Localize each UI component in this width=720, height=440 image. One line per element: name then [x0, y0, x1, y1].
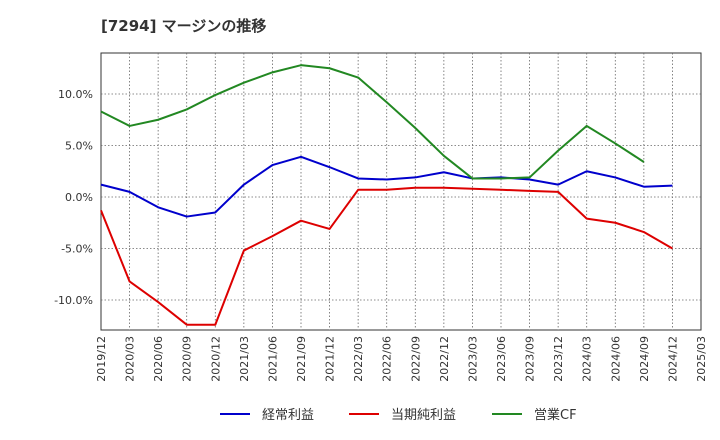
- legend: 経常利益 当期純利益 営業CF: [220, 407, 577, 423]
- x-tick-label: 2023/03: [466, 336, 479, 382]
- chart-title: [7294] マージンの推移: [101, 17, 266, 35]
- x-tick-label: 2024/06: [609, 336, 622, 382]
- x-tick-label: 2020/12: [209, 336, 222, 382]
- x-tick-label: 2021/12: [324, 336, 337, 382]
- y-tick-label: -5.0%: [61, 243, 93, 256]
- x-tick-label: 2020/03: [124, 336, 137, 382]
- y-tick-label: 10.0%: [58, 88, 93, 101]
- x-tick-label: 2021/06: [266, 336, 279, 382]
- grid-lines: [101, 53, 701, 330]
- series-line: [100, 64, 645, 180]
- x-tick-label: 2021/09: [295, 336, 308, 382]
- series-lines: [100, 64, 673, 326]
- x-tick-label: 2022/12: [438, 336, 451, 382]
- x-tick-label: 2022/06: [381, 336, 394, 382]
- plot-area: [100, 52, 702, 331]
- series-line: [100, 155, 673, 218]
- y-axis: 10.0% 5.0% 0.0% -5.0% -10.0%: [54, 88, 93, 307]
- x-tick-label: 2025/03: [695, 336, 708, 382]
- legend-label: 当期純利益: [391, 408, 456, 423]
- x-tick-label: 2019/12: [95, 336, 108, 382]
- series-line: [100, 186, 673, 326]
- x-tick-label: 2024/12: [666, 336, 679, 382]
- x-tick-label: 2022/09: [409, 336, 422, 382]
- x-tick-label: 2020/06: [152, 336, 165, 382]
- y-tick-label: 5.0%: [65, 140, 93, 153]
- x-tick-label: 2023/12: [552, 336, 565, 382]
- legend-label: 営業CF: [534, 407, 577, 423]
- x-tick-label: 2022/03: [352, 336, 365, 382]
- x-axis: 2019/12 2020/03 2020/06 2020/09 2020/12 2021/…: [95, 336, 708, 382]
- x-tick-label: 2024/09: [638, 336, 651, 382]
- x-tick-label: 2021/03: [238, 336, 251, 382]
- y-tick-label: -10.0%: [54, 294, 93, 307]
- x-tick-label: 2023/06: [495, 336, 508, 382]
- legend-label: 経常利益: [262, 408, 314, 423]
- y-tick-label: 0.0%: [65, 191, 93, 204]
- x-tick-label: 2020/09: [181, 336, 194, 382]
- x-tick-label: 2023/09: [524, 336, 537, 382]
- x-tick-label: 2024/03: [581, 336, 594, 382]
